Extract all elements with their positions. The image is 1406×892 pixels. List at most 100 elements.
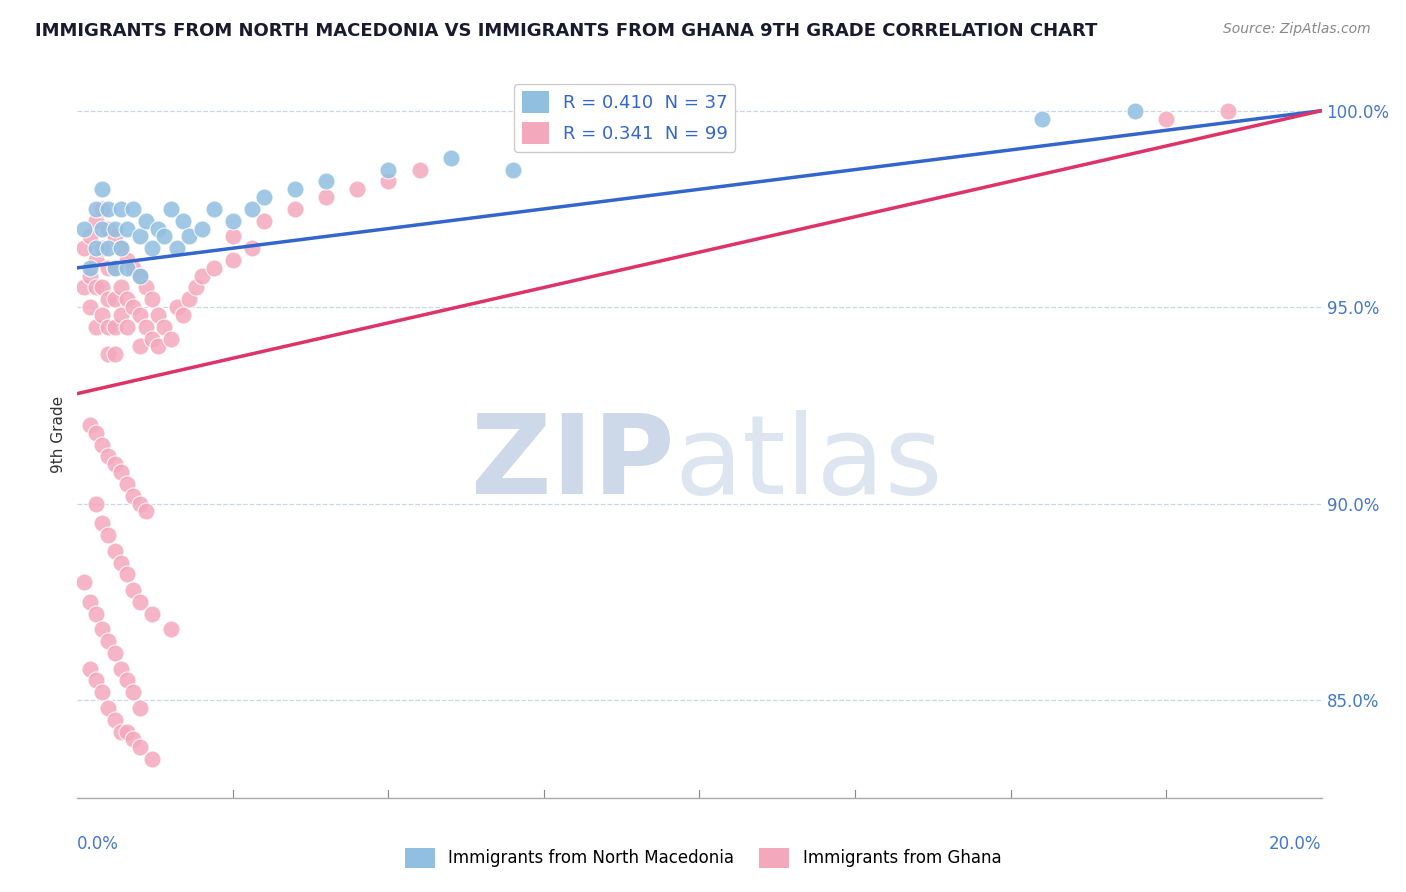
Point: [1031, 112, 1053, 126]
Text: 20.0%: 20.0%: [1270, 835, 1322, 853]
Point: [135, 319, 157, 334]
Point: [128, 701, 150, 715]
Point: [122, 260, 145, 275]
Point: [97, 634, 120, 648]
Point: [128, 339, 150, 353]
Point: [79, 229, 101, 244]
Point: [148, 308, 170, 322]
Point: [84, 213, 107, 227]
Point: [191, 221, 214, 235]
Point: [1218, 103, 1240, 118]
Point: [222, 213, 245, 227]
Point: [91, 516, 114, 531]
Point: [91, 221, 114, 235]
Point: [97, 450, 120, 464]
Point: [104, 260, 127, 275]
Point: [104, 458, 127, 472]
Point: [240, 241, 263, 255]
Point: [148, 339, 170, 353]
Point: [159, 332, 181, 346]
Point: [315, 190, 337, 204]
Point: [79, 417, 101, 432]
Point: [115, 221, 138, 235]
Point: [128, 268, 150, 283]
Point: [91, 241, 114, 255]
Point: [253, 213, 276, 227]
Point: [91, 182, 114, 196]
Point: [159, 623, 181, 637]
Point: [172, 213, 194, 227]
Point: [346, 182, 368, 196]
Point: [104, 293, 127, 307]
Point: [104, 260, 127, 275]
Point: [91, 202, 114, 216]
Point: [128, 595, 150, 609]
Point: [104, 347, 127, 361]
Y-axis label: 9th Grade: 9th Grade: [51, 396, 66, 474]
Point: [110, 724, 132, 739]
Point: [110, 241, 132, 255]
Point: [179, 293, 201, 307]
Point: [97, 528, 120, 542]
Point: [104, 221, 127, 235]
Point: [110, 280, 132, 294]
Point: [135, 504, 157, 518]
Point: [284, 202, 307, 216]
Point: [104, 713, 127, 727]
Point: [84, 252, 107, 267]
Point: [91, 438, 114, 452]
Text: ZIP: ZIP: [471, 410, 675, 517]
Point: [110, 465, 132, 479]
Legend: Immigrants from North Macedonia, Immigrants from Ghana: Immigrants from North Macedonia, Immigra…: [398, 841, 1008, 875]
Point: [115, 567, 138, 582]
Point: [84, 241, 107, 255]
Point: [222, 252, 245, 267]
Point: [191, 268, 214, 283]
Point: [79, 260, 101, 275]
Point: [1154, 112, 1177, 126]
Point: [148, 221, 170, 235]
Point: [141, 241, 163, 255]
Point: [202, 202, 225, 216]
Point: [104, 229, 127, 244]
Point: [115, 260, 138, 275]
Text: 0.0%: 0.0%: [77, 835, 120, 853]
Point: [79, 595, 101, 609]
Point: [84, 202, 107, 216]
Point: [104, 543, 127, 558]
Point: [184, 280, 207, 294]
Point: [128, 740, 150, 755]
Point: [97, 241, 120, 255]
Point: [1123, 103, 1146, 118]
Point: [115, 673, 138, 688]
Point: [110, 202, 132, 216]
Point: [110, 308, 132, 322]
Point: [122, 685, 145, 699]
Point: [240, 202, 263, 216]
Point: [84, 607, 107, 621]
Point: [315, 174, 337, 188]
Point: [97, 202, 120, 216]
Point: [128, 268, 150, 283]
Point: [115, 477, 138, 491]
Point: [377, 174, 399, 188]
Point: [166, 300, 188, 314]
Point: [440, 151, 463, 165]
Point: [128, 229, 150, 244]
Text: IMMIGRANTS FROM NORTH MACEDONIA VS IMMIGRANTS FROM GHANA 9TH GRADE CORRELATION C: IMMIGRANTS FROM NORTH MACEDONIA VS IMMIG…: [35, 22, 1098, 40]
Point: [141, 293, 163, 307]
Point: [153, 229, 176, 244]
Point: [128, 497, 150, 511]
Point: [122, 732, 145, 747]
Point: [122, 583, 145, 598]
Point: [84, 425, 107, 440]
Point: [110, 662, 132, 676]
Legend: R = 0.410  N = 37, R = 0.341  N = 99: R = 0.410 N = 37, R = 0.341 N = 99: [515, 84, 735, 152]
Point: [97, 293, 120, 307]
Point: [91, 623, 114, 637]
Point: [115, 252, 138, 267]
Point: [408, 162, 430, 177]
Point: [377, 162, 399, 177]
Point: [84, 673, 107, 688]
Point: [166, 241, 188, 255]
